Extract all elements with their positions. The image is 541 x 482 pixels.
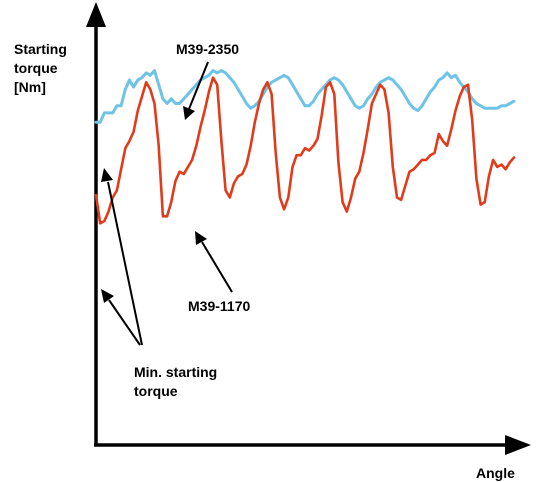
annotation-min-starting-torque-line-1: Min. starting [134, 364, 217, 380]
annotation-m39-1170-arrow-line [201, 241, 233, 293]
annotation-m39-2350: M39-2350 [176, 41, 239, 120]
annotation-m39-2350-arrow-line [188, 61, 209, 110]
annotation-m39-1170: M39-1170 [188, 231, 250, 314]
y-axis-label-line-3: [Nm] [14, 79, 46, 95]
annotation-m39-2350-label: M39-2350 [176, 41, 239, 57]
annotation-min-starting-torque: Min. starting torque [101, 168, 217, 399]
axes [86, 2, 531, 455]
y-axis-label-line-1: Starting [14, 41, 67, 57]
y-axis-arrowhead [86, 2, 106, 27]
annotation-min-starting-torque-arrow-line-2 [108, 299, 141, 346]
annotation-min-starting-torque-arrowhead-1 [101, 168, 113, 182]
annotation-m39-1170-label: M39-1170 [188, 298, 250, 314]
series-line-m39-1170 [94, 76, 516, 225]
y-axis-label-line-2: torque [14, 60, 58, 76]
annotation-m39-2350-arrowhead [183, 106, 195, 120]
y-axis-label: Starting torque [Nm] [14, 41, 67, 95]
annotation-min-starting-torque-line-2: torque [134, 383, 178, 399]
x-axis-label: Angle [476, 465, 515, 481]
x-axis-arrowhead [505, 435, 531, 455]
annotation-m39-1170-arrowhead [195, 231, 207, 245]
annotation-min-starting-torque-arrowhead-2 [101, 289, 114, 303]
series-layer [94, 69, 516, 225]
annotation-min-starting-torque-arrow-line-1 [107, 181, 143, 346]
series-line-m39-2350 [94, 69, 516, 124]
